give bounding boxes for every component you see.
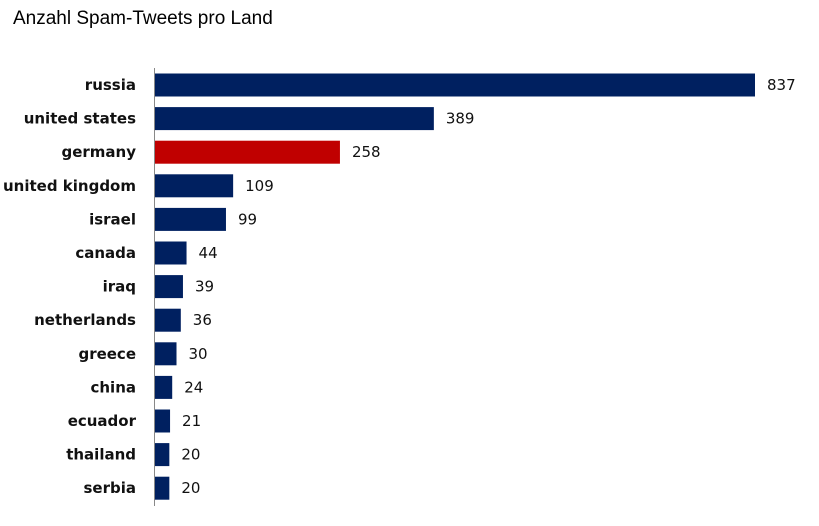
bar-russia	[155, 73, 755, 97]
category-label-canada: canada	[75, 244, 136, 262]
category-label-united-kingdom: united kingdom	[3, 177, 136, 195]
category-label-netherlands: netherlands	[34, 311, 136, 329]
bar-china	[155, 375, 173, 399]
value-label-united-kingdom: 109	[245, 177, 274, 195]
value-label-iraq: 39	[195, 278, 214, 296]
value-label-russia: 837	[767, 76, 796, 94]
bar-iraq	[155, 275, 183, 299]
value-label-united-states: 389	[446, 110, 475, 128]
chart-title: Anzahl Spam-Tweets pro Land	[13, 8, 273, 29]
value-label-israel: 99	[238, 210, 257, 228]
value-label-netherlands: 36	[193, 311, 212, 329]
value-label-china: 24	[184, 378, 203, 396]
bar-israel	[155, 207, 226, 231]
value-label-germany: 258	[352, 143, 381, 161]
bar-canada	[155, 241, 187, 265]
category-label-germany: germany	[61, 143, 136, 161]
category-label-thailand: thailand	[66, 446, 136, 464]
category-label-greece: greece	[78, 345, 136, 363]
category-label-serbia: serbia	[84, 479, 137, 497]
bar-ecuador	[155, 409, 171, 433]
value-label-canada: 44	[199, 244, 218, 262]
value-label-greece: 30	[189, 345, 208, 363]
category-label-russia: russia	[85, 76, 136, 94]
bar-greece	[155, 342, 177, 366]
bar-netherlands	[155, 308, 181, 332]
category-label-israel: israel	[89, 210, 136, 228]
bar-united-kingdom	[155, 174, 234, 198]
bar-serbia	[155, 476, 170, 500]
category-label-united-states: united states	[24, 110, 136, 128]
value-label-serbia: 20	[181, 479, 200, 497]
value-label-ecuador: 21	[182, 412, 201, 430]
category-label-china: china	[90, 378, 136, 396]
bar-thailand	[155, 443, 170, 467]
bar-germany	[155, 140, 340, 164]
category-label-ecuador: ecuador	[68, 412, 137, 430]
bar-united-states	[155, 107, 434, 131]
category-label-iraq: iraq	[103, 278, 136, 296]
value-label-thailand: 20	[181, 446, 200, 464]
